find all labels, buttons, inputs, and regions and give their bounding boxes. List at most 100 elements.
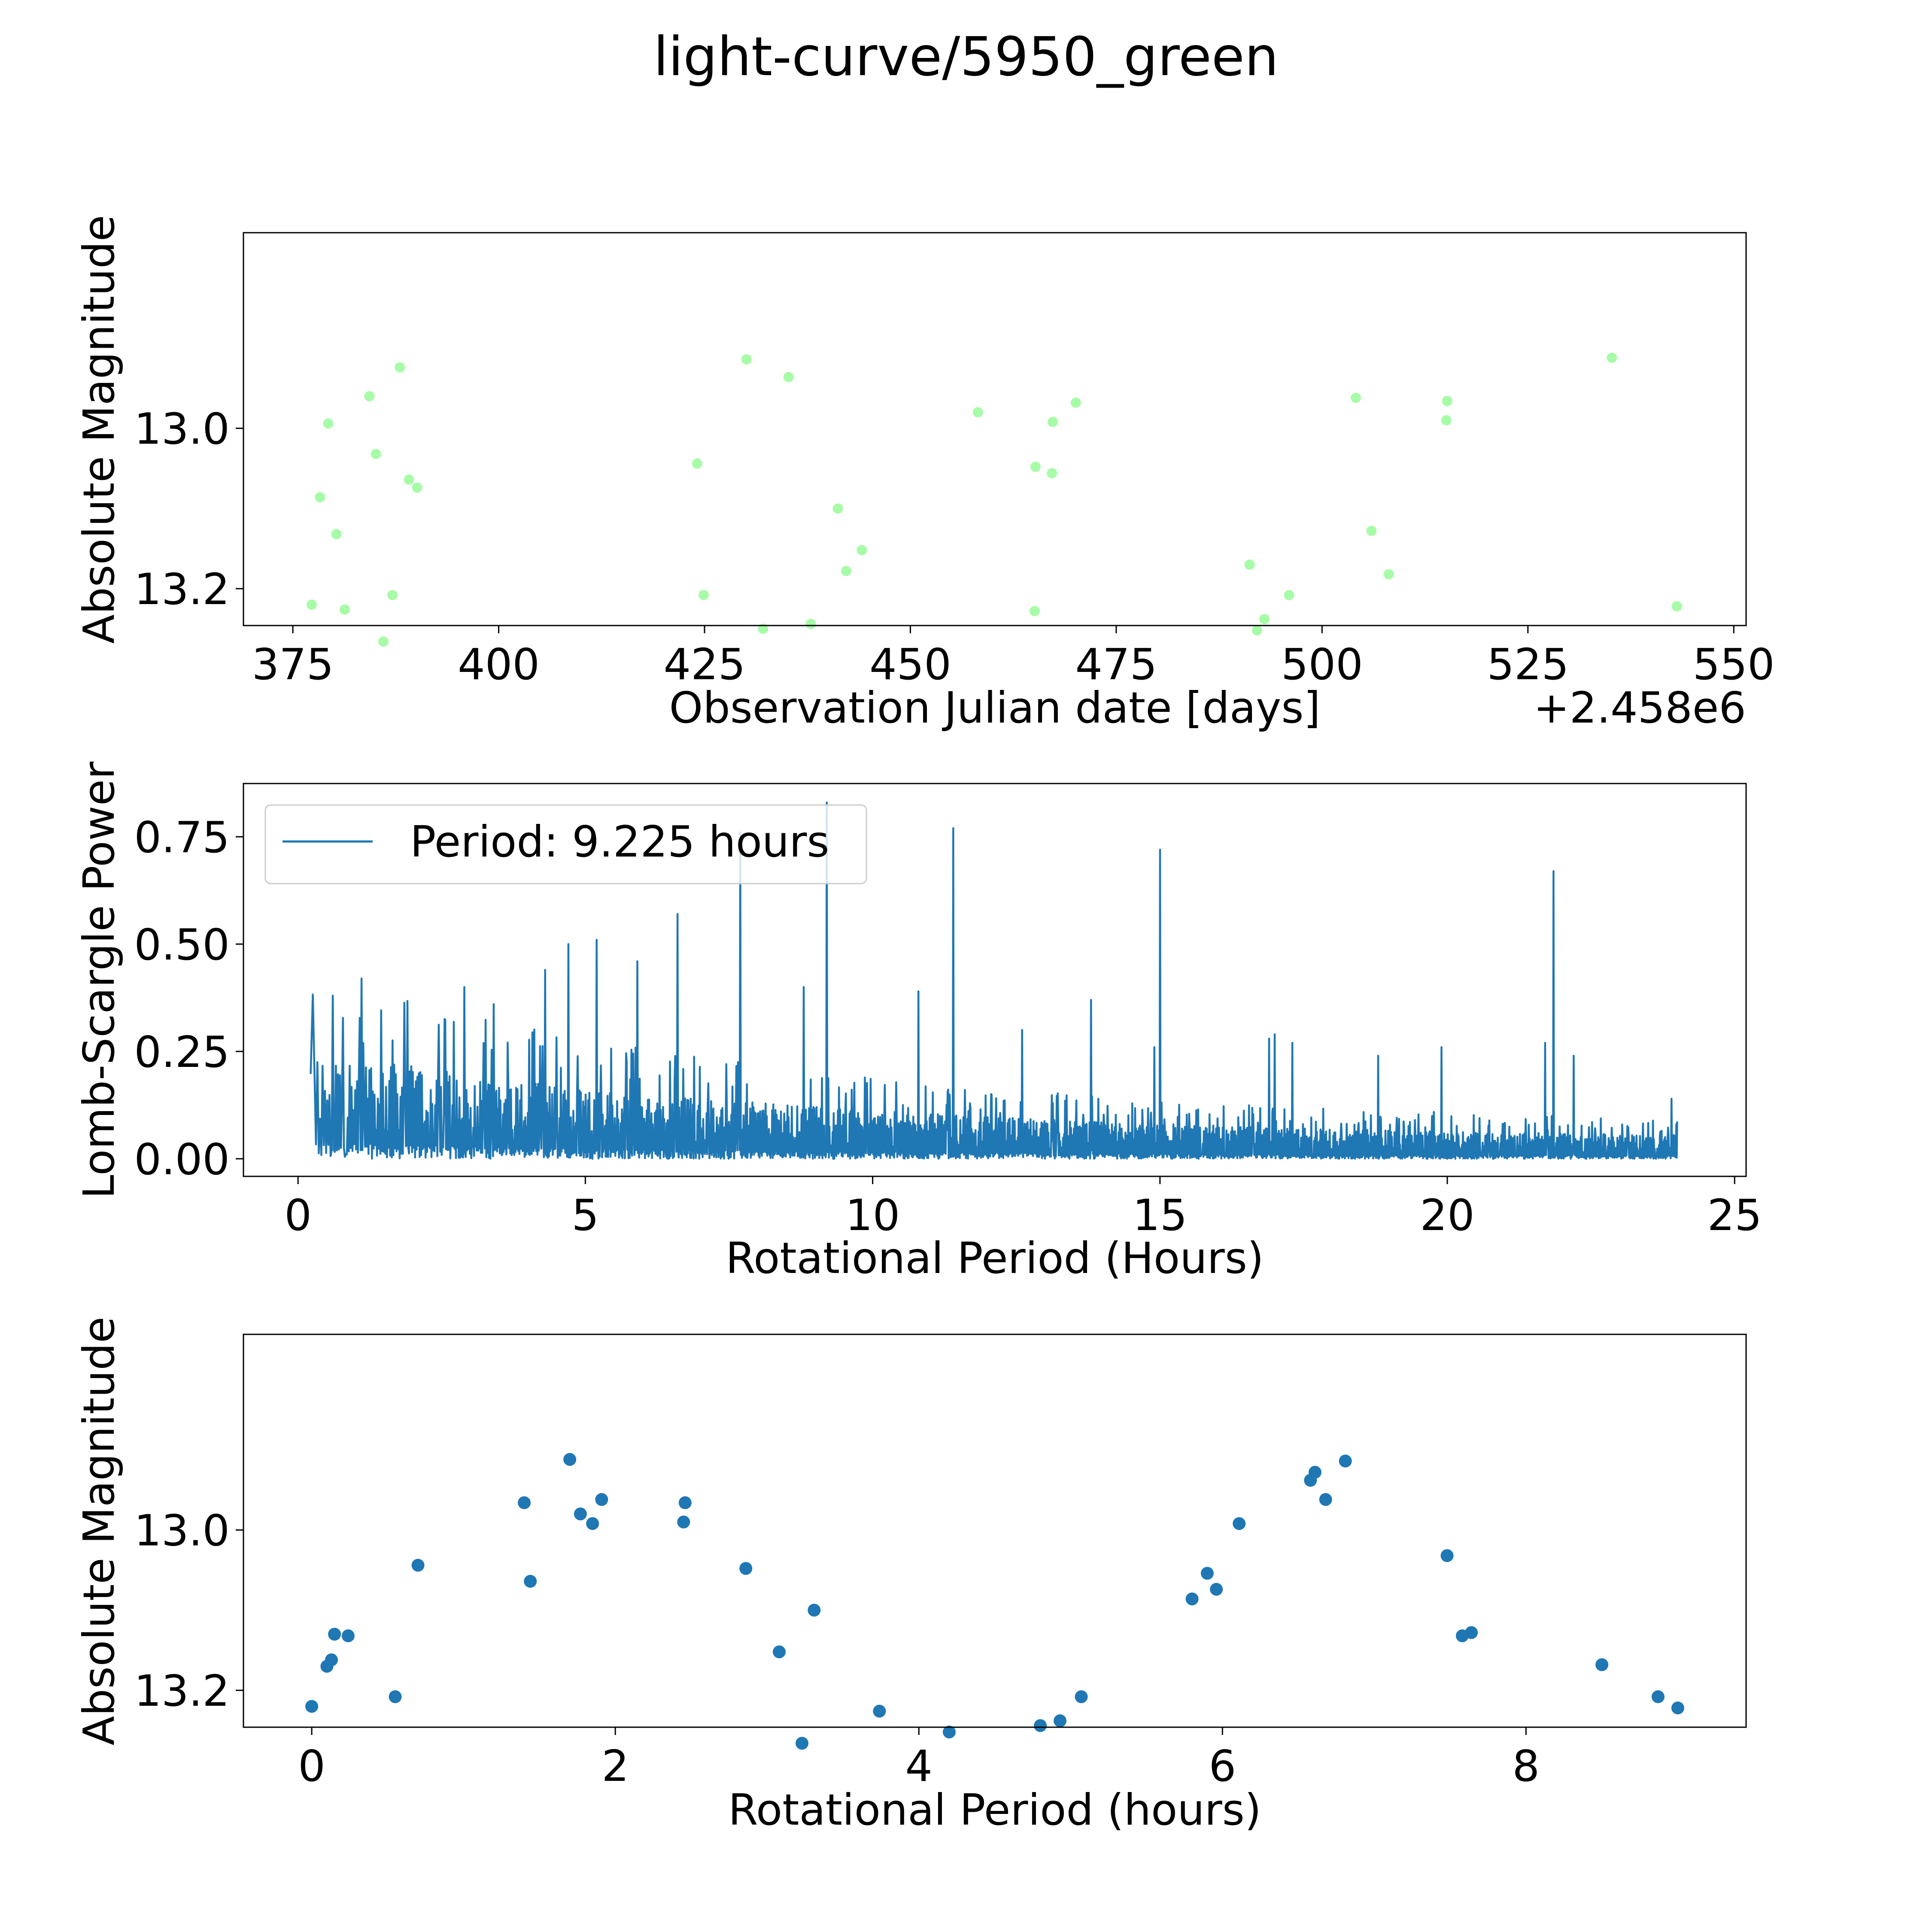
data-point: [307, 599, 317, 610]
data-point: [328, 1628, 341, 1641]
data-point: [1284, 590, 1294, 601]
x-tick-label: 400: [458, 639, 540, 690]
data-point: [1339, 1455, 1352, 1468]
y-tick-label: 13.0: [134, 1506, 230, 1556]
y-tick-label: 13.2: [134, 1666, 230, 1716]
plot-frame-periodogram: [243, 783, 1747, 1177]
data-point: [873, 1704, 886, 1718]
x-tick-label: 8: [1513, 1741, 1540, 1791]
data-point: [315, 492, 325, 503]
data-point: [741, 354, 752, 365]
legend: Period: 9.225 hours: [264, 804, 867, 884]
x-tick-label: 425: [664, 639, 746, 690]
y-tick-label: 13.0: [134, 404, 230, 454]
x-tick-label: 4: [905, 1741, 933, 1791]
data-point: [1607, 352, 1617, 363]
x-tick-label: 550: [1693, 639, 1775, 690]
data-point: [1054, 1714, 1067, 1728]
data-point: [832, 503, 843, 514]
x-tick-label: 0: [284, 1190, 312, 1240]
y-axis-label: Lomb-Scargle Power: [74, 761, 124, 1199]
data-point: [1442, 396, 1452, 407]
data-point: [378, 636, 389, 647]
data-point: [389, 1690, 402, 1704]
x-axis-label: Rotational Period (Hours): [726, 1233, 1264, 1283]
legend-label: Period: 9.225 hours: [410, 817, 829, 867]
periodogram-series-line: [310, 801, 1678, 1160]
data-point: [1366, 526, 1377, 536]
data-point: [772, 1645, 786, 1659]
data-point: [1595, 1658, 1609, 1671]
data-point: [339, 604, 350, 615]
data-point: [783, 372, 794, 383]
data-point: [1319, 1493, 1332, 1506]
data-point: [972, 407, 983, 418]
y-axis-label: Absolute Magnitude: [74, 215, 124, 644]
data-point: [404, 474, 414, 485]
data-point: [677, 1515, 690, 1528]
data-point: [1671, 601, 1682, 612]
data-point: [1308, 1466, 1321, 1479]
x-tick-label: 25: [1707, 1190, 1762, 1240]
x-axis-offset-label: +2.458e6: [1534, 683, 1746, 733]
data-point: [323, 418, 334, 429]
data-point: [574, 1507, 587, 1521]
y-tick-label: 0.75: [134, 812, 230, 863]
x-tick-label: 5: [572, 1190, 599, 1240]
x-tick-label: 6: [1209, 1741, 1236, 1791]
y-tick-label: 13.2: [134, 564, 230, 614]
data-point: [1075, 1690, 1088, 1704]
data-point: [796, 1737, 809, 1750]
data-point: [805, 619, 816, 629]
data-point: [1233, 1517, 1246, 1530]
data-point: [371, 449, 381, 459]
x-tick-label: 10: [845, 1190, 900, 1240]
data-point: [1383, 569, 1394, 580]
data-point: [341, 1629, 355, 1643]
data-point: [325, 1653, 338, 1667]
data-point: [1047, 468, 1057, 479]
x-tick-label: 20: [1420, 1190, 1474, 1240]
data-point: [518, 1496, 531, 1510]
x-tick-label: 15: [1133, 1190, 1187, 1240]
data-point: [305, 1700, 319, 1713]
data-point: [411, 1558, 425, 1572]
data-point: [1070, 397, 1081, 408]
y-tick-label: 0.25: [134, 1027, 230, 1077]
x-tick-label: 500: [1281, 639, 1363, 690]
data-point: [1252, 625, 1262, 636]
y-tick-label: 0.00: [134, 1134, 230, 1185]
data-point: [1259, 614, 1270, 625]
panel-phase-folded: 0 2 4 6 813.013.2 Rotational Period (hours) …: [74, 1317, 1747, 1835]
data-point: [841, 566, 851, 577]
figure-title: light-curve/5950_green: [653, 26, 1279, 88]
x-axis-label: Rotational Period (hours): [728, 1785, 1261, 1835]
plot-frame-light-curve: [243, 232, 1747, 626]
data-point: [563, 1453, 577, 1466]
data-point: [857, 545, 867, 556]
data-point: [1030, 606, 1040, 617]
x-axis-label: Observation Julian date [days]: [669, 683, 1321, 733]
data-point: [364, 391, 375, 401]
data-point: [524, 1575, 537, 1588]
x-tick-label: 450: [869, 639, 951, 690]
data-point: [692, 458, 702, 469]
panel-periodogram: 0 5 10 15 20 25 0.00 0.25 0.50 0.75 Period: 9.225…: [74, 761, 1762, 1283]
data-point: [1048, 416, 1058, 427]
x-tick-label: 375: [252, 639, 334, 690]
data-point: [412, 482, 422, 493]
data-point: [942, 1725, 956, 1739]
x-tick-label: 0: [298, 1741, 325, 1791]
legend-box: [264, 804, 867, 884]
data-point: [1441, 415, 1452, 425]
x-tick-label: 475: [1075, 639, 1157, 690]
y-tick-label: 0.50: [134, 920, 230, 970]
data-point: [739, 1562, 753, 1575]
data-point: [395, 362, 405, 373]
data-point: [1030, 462, 1041, 472]
x-tick-label: 2: [601, 1741, 629, 1791]
x-tick-label: 525: [1487, 639, 1569, 690]
data-point: [808, 1604, 821, 1617]
data-point: [1651, 1690, 1665, 1704]
data-point: [1034, 1719, 1047, 1732]
